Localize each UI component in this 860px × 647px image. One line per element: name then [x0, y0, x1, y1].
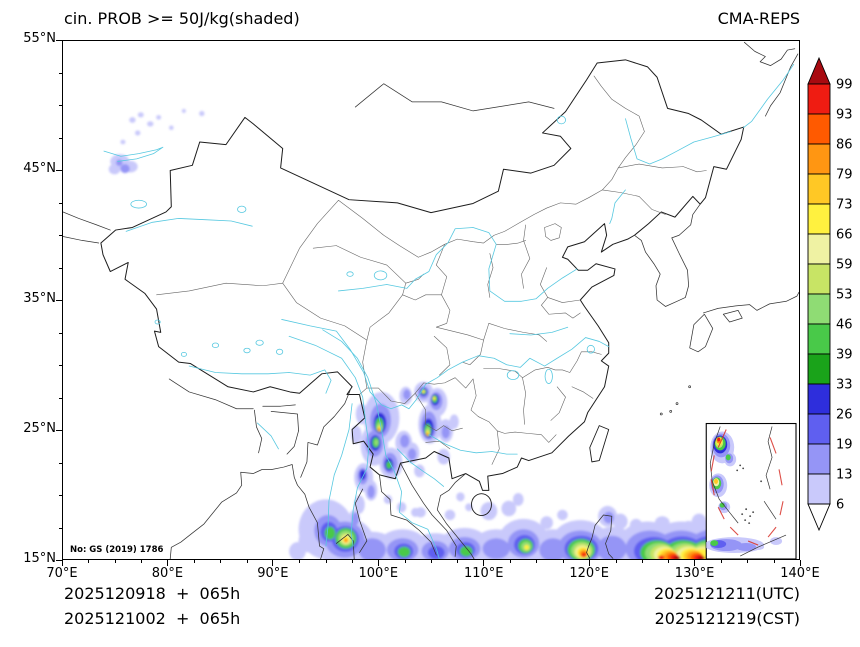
colorbar-tick-label: 13 [836, 468, 853, 483]
colorbar: 99 93 86 79 73 66 59 53 46 39 33 26 19 13 6 [807, 56, 853, 532]
lon-tick-label: 110°E [463, 566, 504, 581]
colorbar-tick-label: 93 [836, 108, 853, 123]
lat-tick-label: 15°N [23, 551, 56, 566]
lon-tick-mark [799, 560, 801, 566]
inset-islands-and-dashline [709, 426, 787, 557]
lon-tick-mark [377, 560, 379, 566]
init-time-line-1: 2025120918 + 065h [64, 584, 241, 603]
lon-minor-tick [773, 560, 775, 563]
colorbar-tick-label: 39 [836, 348, 853, 363]
model-name-label: CMA-REPS [717, 9, 800, 28]
colorbar-tick-label: 26 [836, 408, 853, 423]
lon-tick-mark [483, 560, 485, 566]
lon-tick-label: 140°E [780, 566, 820, 581]
lon-tick-label: 90°E [257, 566, 289, 581]
lon-tick-mark [61, 560, 63, 566]
lat-minor-tick [59, 235, 62, 236]
lat-minor-tick [59, 105, 62, 106]
lon-minor-tick [220, 560, 222, 563]
lat-minor-tick [59, 365, 62, 366]
lat-minor-tick [59, 332, 62, 334]
lon-tick-mark [272, 560, 274, 566]
lon-minor-tick [193, 560, 195, 563]
lon-minor-tick [562, 560, 564, 563]
lon-tick-mark [588, 560, 590, 566]
lat-tick-label: 55°N [23, 31, 56, 46]
lat-tick-label: 35°N [23, 291, 56, 306]
valid-time-cst: 2025121219(CST) [654, 609, 800, 628]
colorbar-tick-label: 19 [836, 438, 853, 453]
valid-time-utc: 2025121211(UTC) [654, 584, 800, 603]
colorbar-tick-label: 66 [836, 228, 853, 243]
colorbar-tick-label: 79 [836, 168, 853, 183]
map-plot-area: No: GS (2019) 1786 [62, 40, 800, 571]
lat-minor-tick [59, 267, 62, 269]
lon-tick-label: 120°E [569, 566, 609, 581]
lat-tick-mark [56, 299, 62, 301]
inset-shading [706, 431, 783, 554]
lon-minor-tick [720, 560, 722, 563]
lat-minor-tick [59, 397, 62, 399]
init-time-line-2: 2025121002 + 065h [64, 609, 241, 628]
chart-title: cin. PROB >= 50J/kg(shaded) [64, 9, 300, 28]
lat-minor-tick [59, 495, 62, 496]
lat-minor-tick [59, 137, 62, 139]
lon-minor-tick [431, 560, 432, 563]
colorbar-tick-label: 6 [836, 498, 844, 513]
lon-tick-label: 70°E [46, 566, 78, 581]
colorbar-tick-label: 33 [836, 378, 853, 393]
lon-minor-tick [404, 560, 406, 563]
lon-minor-tick [114, 560, 116, 563]
lon-tick-label: 100°E [358, 566, 399, 581]
lon-minor-tick [325, 560, 327, 563]
lon-minor-tick [246, 560, 248, 563]
map-boundaries [62, 41, 800, 560]
china-map [62, 41, 800, 571]
lon-minor-tick [510, 560, 512, 563]
colorbar-tick-label: 86 [836, 138, 853, 153]
lat-tick-label: 45°N [23, 161, 56, 176]
lon-minor-tick [88, 560, 90, 563]
colorbar-tick-label: 73 [836, 198, 853, 213]
colorbar-tick-label: 59 [836, 258, 853, 273]
lon-minor-tick [457, 560, 459, 563]
lon-minor-tick [747, 560, 749, 563]
lon-tick-mark [166, 560, 168, 566]
lat-minor-tick [59, 202, 62, 204]
map-license-note: No: GS (2019) 1786 [70, 545, 164, 555]
lat-minor-tick [59, 527, 62, 529]
lon-minor-tick [299, 560, 301, 563]
lat-minor-tick [59, 72, 62, 74]
lon-tick-label: 130°E [674, 566, 715, 581]
colorbar-tick-label: 46 [836, 318, 853, 333]
lat-tick-label: 25°N [23, 421, 56, 436]
colorbar-tick-label: 53 [836, 288, 853, 303]
lat-minor-tick [59, 462, 62, 464]
lon-minor-tick [536, 560, 538, 563]
lat-tick-mark [56, 39, 62, 41]
lat-tick-mark [56, 169, 62, 171]
lon-tick-label: 80°E [151, 566, 184, 581]
lon-minor-tick [351, 560, 353, 563]
probability-shading [108, 108, 788, 571]
lon-minor-tick [668, 560, 670, 563]
lon-minor-tick [615, 560, 617, 563]
lon-minor-tick [641, 560, 643, 563]
colorbar-tick-label: 99 [836, 78, 853, 93]
south-china-sea-inset [705, 422, 797, 560]
lat-tick-mark [56, 429, 62, 431]
lon-tick-mark [694, 560, 696, 566]
lon-minor-tick [141, 560, 143, 563]
lat-tick-mark [56, 559, 62, 561]
